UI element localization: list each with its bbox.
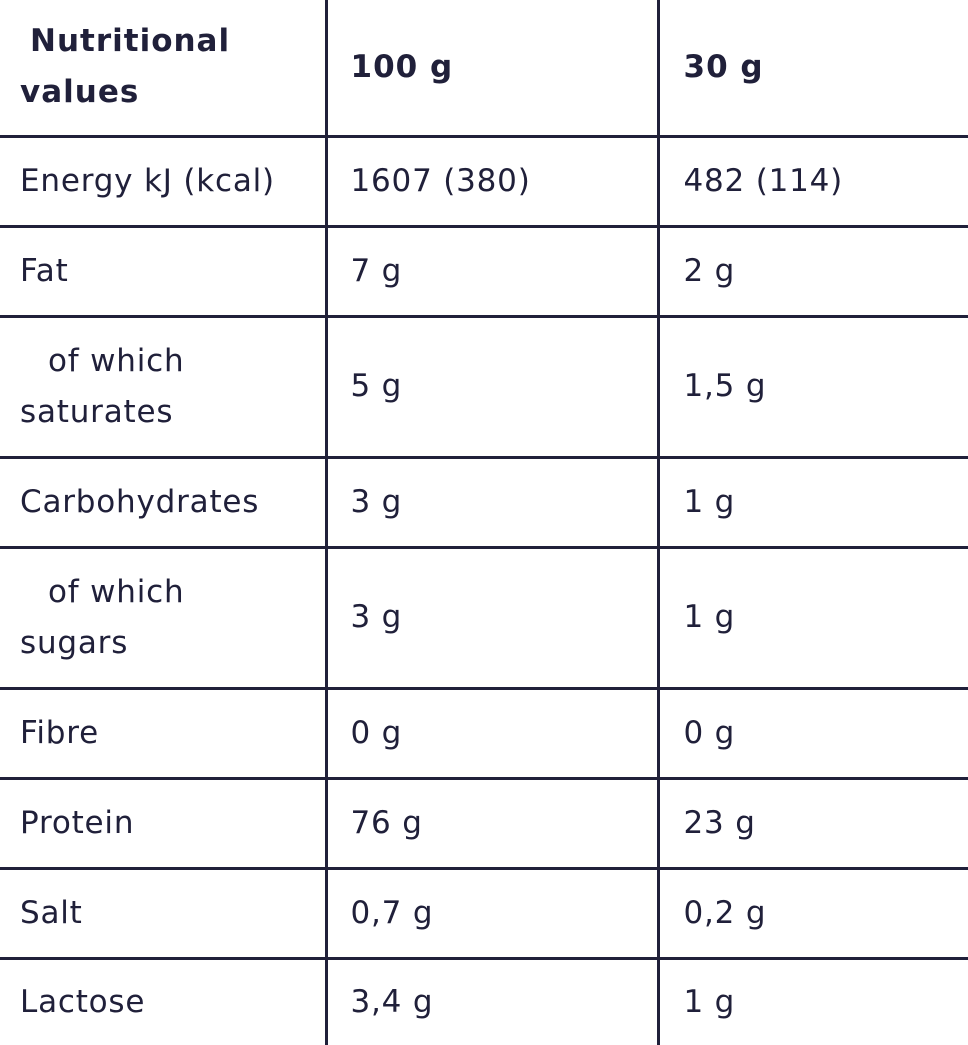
table-row: of which sugars 3 g 1 g bbox=[0, 547, 968, 690]
header-label-cell: Nutritional values bbox=[0, 0, 328, 138]
header-label-line2: values bbox=[20, 74, 140, 111]
row-label: Lactose bbox=[0, 958, 328, 1045]
row-label: Energy kJ (kcal) bbox=[0, 136, 328, 228]
table-row: Lactose 3,4 g 1 g bbox=[0, 958, 968, 1045]
value-30g: 23 g bbox=[658, 778, 968, 870]
header-100g: 100 g bbox=[326, 0, 660, 138]
table-row: Fibre 0 g 0 g bbox=[0, 688, 968, 780]
table-row: Carbohydrates 3 g 1 g bbox=[0, 457, 968, 549]
row-label: Protein bbox=[0, 778, 328, 870]
header-label-line1: Nutritional bbox=[30, 23, 231, 60]
value-100g: 3,4 g bbox=[326, 958, 660, 1045]
value-100g: 5 g bbox=[326, 316, 660, 459]
row-label: Fibre bbox=[0, 688, 328, 780]
row-label-line1: of which bbox=[48, 342, 185, 379]
table-row: Salt 0,7 g 0,2 g bbox=[0, 868, 968, 960]
row-label: of which saturates bbox=[0, 316, 328, 459]
value-100g: 76 g bbox=[326, 778, 660, 870]
value-100g: 3 g bbox=[326, 457, 660, 549]
row-label: Fat bbox=[0, 226, 328, 318]
row-label-line2: saturates bbox=[20, 393, 174, 430]
table-header-row: Nutritional values 100 g 30 g bbox=[0, 0, 968, 138]
value-30g: 1 g bbox=[658, 457, 968, 549]
value-100g: 0,7 g bbox=[326, 868, 660, 960]
value-30g: 482 (114) bbox=[658, 136, 968, 228]
row-label: Carbohydrates bbox=[0, 457, 328, 549]
row-label: Salt bbox=[0, 868, 328, 960]
value-30g: 1,5 g bbox=[658, 316, 968, 459]
value-30g: 1 g bbox=[658, 547, 968, 690]
table-row: Energy kJ (kcal) 1607 (380) 482 (114) bbox=[0, 136, 968, 228]
row-label-line2: sugars bbox=[20, 624, 129, 661]
row-label-line1: of which bbox=[48, 573, 185, 610]
value-100g: 0 g bbox=[326, 688, 660, 780]
value-100g: 3 g bbox=[326, 547, 660, 690]
value-100g: 7 g bbox=[326, 226, 660, 318]
value-30g: 0 g bbox=[658, 688, 968, 780]
value-30g: 2 g bbox=[658, 226, 968, 318]
table-row: Fat 7 g 2 g bbox=[0, 226, 968, 318]
row-label: of which sugars bbox=[0, 547, 328, 690]
header-30g: 30 g bbox=[658, 0, 968, 138]
table-row: Protein 76 g 23 g bbox=[0, 778, 968, 870]
table-row: of which saturates 5 g 1,5 g bbox=[0, 316, 968, 459]
value-30g: 0,2 g bbox=[658, 868, 968, 960]
value-100g: 1607 (380) bbox=[326, 136, 660, 228]
value-30g: 1 g bbox=[683, 983, 736, 1020]
